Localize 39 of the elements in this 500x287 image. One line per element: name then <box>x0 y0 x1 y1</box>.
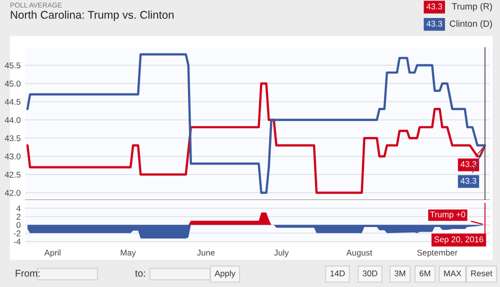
legend-label: Trump (R) <box>452 2 492 12</box>
y-tick-label: 2 <box>16 214 20 220</box>
chart-title: North Carolina: Trump vs. Clinton <box>10 10 174 21</box>
y-tick-label: 42.5 <box>4 172 20 178</box>
text: 30D <box>362 270 378 276</box>
y-tick-label: 44.5 <box>4 98 20 105</box>
y-tick-label: 45.5 <box>4 62 20 68</box>
text: 14D <box>330 270 345 276</box>
x-tick-label: September <box>417 250 458 258</box>
line-series <box>26 82 486 194</box>
y-tick-label: 43.5 <box>4 135 20 142</box>
x-tick-label: June <box>197 250 215 256</box>
text: 3M <box>394 270 406 276</box>
data-label: 43.3 <box>460 178 476 184</box>
line-series <box>26 53 486 194</box>
y-tick-label: 42.0 <box>4 190 21 196</box>
text: 43.3 <box>426 20 442 27</box>
data-label: 43.3 <box>460 161 476 168</box>
x-tick-label: August <box>346 250 372 258</box>
y-tick-label: 4 <box>16 206 21 212</box>
y-tick-label: 45.0 <box>4 80 21 87</box>
x-tick-label: July <box>274 250 289 258</box>
legend-label: Clinton (D) <box>450 20 492 29</box>
text: Apply <box>214 270 236 278</box>
x-tick-label: May <box>120 250 136 258</box>
y-tick-label: 43.0 <box>4 154 21 160</box>
x-tick-label: April <box>44 250 60 258</box>
y-tick-label: 44.0 <box>4 117 21 124</box>
y-tick-label: -4 <box>14 238 21 244</box>
text: to: <box>135 270 145 277</box>
annotation: Trump +0 <box>430 211 466 220</box>
text: 43.3 <box>426 4 442 10</box>
y-tick-label: -2 <box>14 230 20 236</box>
ref-line-label: Sep 20, 2016 <box>434 236 484 244</box>
text: From: <box>16 270 40 277</box>
y-tick-label: 0 <box>16 222 21 228</box>
text: 6M <box>420 270 430 276</box>
text: Reset <box>471 270 492 276</box>
text: MAX <box>444 270 462 276</box>
